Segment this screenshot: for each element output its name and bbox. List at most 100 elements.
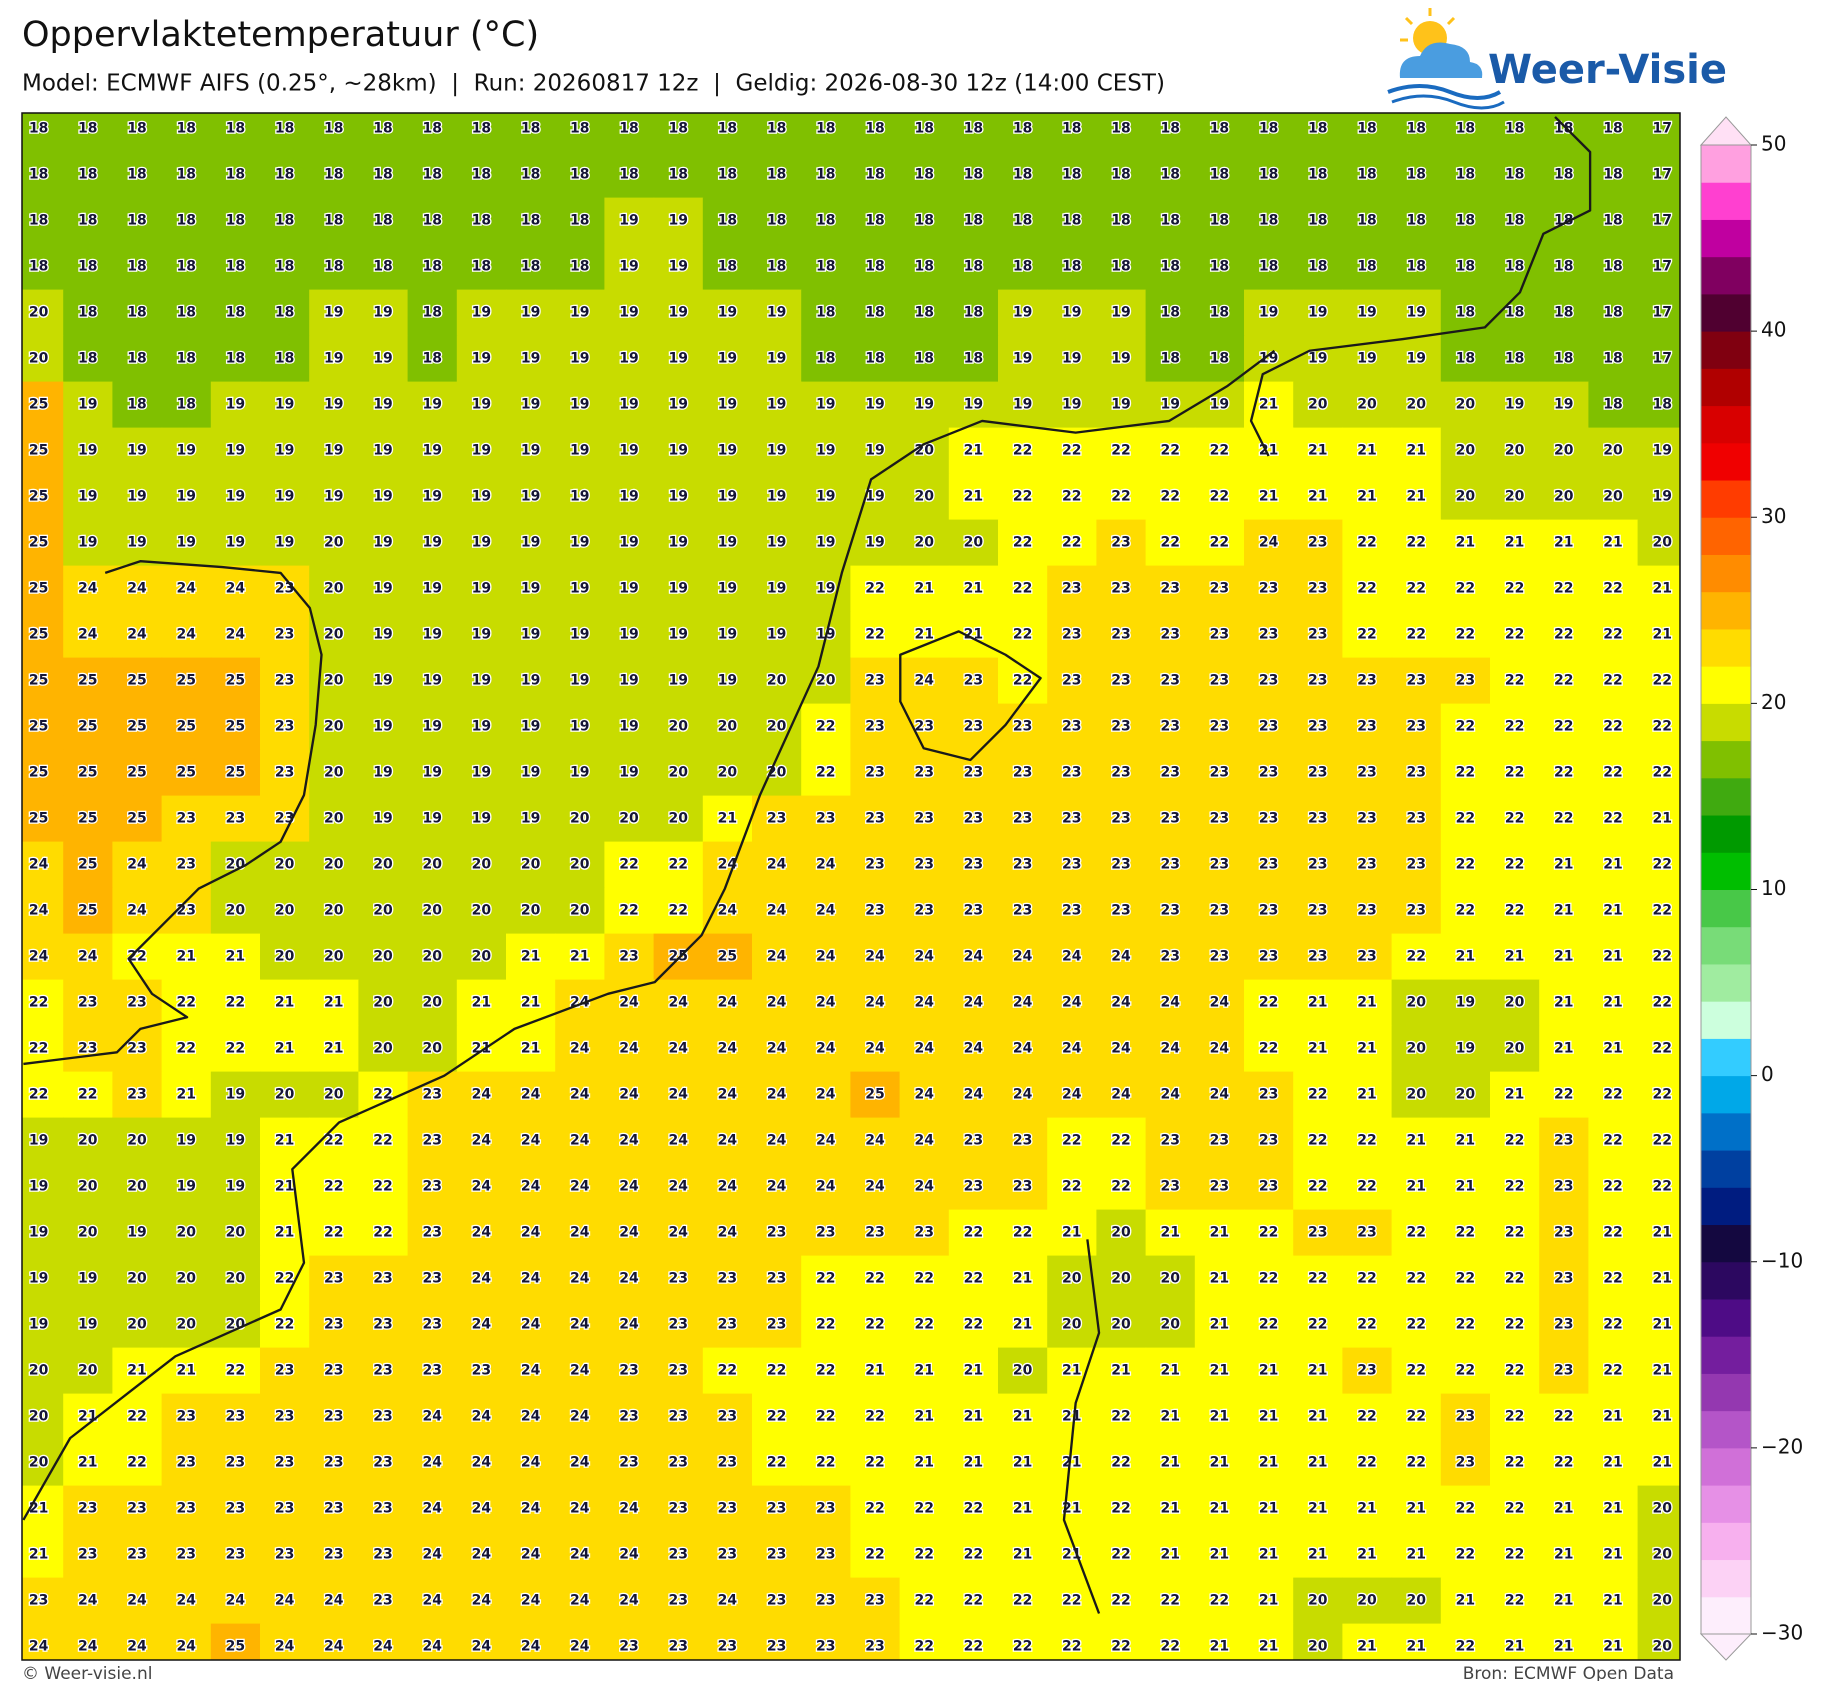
temperature-cell bbox=[702, 289, 753, 337]
temperature-cell bbox=[1637, 565, 1680, 613]
temperature-cell bbox=[456, 197, 507, 245]
temperature-label: 24 bbox=[521, 1179, 541, 1195]
temperature-label: 22 bbox=[1406, 1455, 1425, 1471]
temperature-label: 23 bbox=[767, 1501, 786, 1517]
temperature-label: 21 bbox=[29, 1547, 48, 1563]
temperature-label: 19 bbox=[472, 673, 491, 689]
temperature-label: 22 bbox=[964, 1593, 983, 1609]
temperature-cell bbox=[752, 1439, 802, 1487]
temperature-label: 19 bbox=[668, 443, 687, 459]
temperature-label: 21 bbox=[1554, 1593, 1573, 1609]
temperature-cell bbox=[1391, 1577, 1442, 1625]
temperature-cell bbox=[1391, 979, 1442, 1027]
temperature-cell bbox=[752, 841, 802, 889]
temperature-label: 22 bbox=[1603, 581, 1622, 597]
temperature-cell bbox=[948, 335, 999, 383]
temperature-label: 19 bbox=[1013, 397, 1032, 413]
temperature-cell bbox=[210, 197, 261, 245]
temperature-cell bbox=[1588, 1439, 1639, 1487]
temperature-label: 23 bbox=[767, 1271, 786, 1287]
temperature-cell bbox=[1440, 1439, 1491, 1487]
temperature-cell bbox=[1391, 795, 1442, 843]
temperature-cell bbox=[1145, 887, 1196, 935]
temperature-label: 25 bbox=[226, 1639, 245, 1655]
temperature-label: 21 bbox=[1160, 1363, 1179, 1379]
temperature-cell bbox=[1391, 1393, 1442, 1441]
temperature-cell bbox=[161, 1163, 212, 1211]
temperature-label: 23 bbox=[1357, 673, 1376, 689]
temperature-label: 23 bbox=[275, 1501, 294, 1517]
temperature-label: 18 bbox=[127, 305, 146, 321]
temperature-label: 24 bbox=[1160, 1041, 1180, 1057]
temperature-label: 24 bbox=[570, 1087, 590, 1103]
temperature-label: 21 bbox=[914, 1363, 933, 1379]
temperature-label: 23 bbox=[865, 1639, 884, 1655]
temperature-label: 23 bbox=[176, 1409, 195, 1425]
temperature-label: 23 bbox=[1111, 627, 1130, 643]
temperature-label: 23 bbox=[1456, 1455, 1475, 1471]
temperature-label: 18 bbox=[226, 351, 245, 367]
temperature-label: 18 bbox=[1603, 351, 1622, 367]
temperature-cell bbox=[1244, 749, 1294, 797]
temperature-cell bbox=[407, 703, 458, 751]
temperature-label: 21 bbox=[1259, 1593, 1278, 1609]
temperature-cell bbox=[210, 1209, 261, 1257]
temperature-cell bbox=[899, 657, 950, 705]
temperature-label: 17 bbox=[1652, 305, 1671, 321]
temperature-cell bbox=[260, 1393, 310, 1441]
temperature-cell bbox=[1342, 1301, 1393, 1349]
temperature-label: 25 bbox=[29, 765, 48, 781]
temperature-cell bbox=[1244, 113, 1294, 153]
temperature-cell bbox=[850, 1025, 901, 1073]
temperature-label: 22 bbox=[668, 857, 687, 873]
temperature-label: 21 bbox=[1357, 489, 1376, 505]
temperature-label: 22 bbox=[1357, 535, 1376, 551]
temperature-label: 18 bbox=[816, 213, 835, 229]
temperature-cell bbox=[22, 611, 64, 659]
temperature-cell bbox=[948, 519, 999, 567]
temperature-label: 20 bbox=[1308, 397, 1328, 413]
temperature-cell bbox=[1539, 1301, 1589, 1349]
temperature-cell bbox=[22, 565, 64, 613]
temperature-label: 22 bbox=[324, 1133, 343, 1149]
temperature-label: 23 bbox=[1062, 581, 1081, 597]
temperature-label: 24 bbox=[767, 857, 787, 873]
temperature-label: 24 bbox=[619, 1041, 639, 1057]
temperature-cell bbox=[112, 289, 163, 337]
temperature-cell bbox=[1490, 657, 1540, 705]
temperature-cell bbox=[653, 519, 704, 567]
temperature-cell bbox=[801, 1531, 851, 1579]
temperature-label: 20 bbox=[914, 535, 934, 551]
temperature-cell bbox=[752, 381, 802, 429]
temperature-label: 19 bbox=[668, 535, 687, 551]
temperature-label: 21 bbox=[914, 581, 933, 597]
temperature-label: 19 bbox=[324, 397, 343, 413]
temperature-cell bbox=[260, 519, 310, 567]
temperature-label: 24 bbox=[619, 1133, 639, 1149]
temperature-cell bbox=[1588, 519, 1639, 567]
temperature-label: 22 bbox=[1406, 535, 1425, 551]
temperature-label: 23 bbox=[718, 1501, 737, 1517]
temperature-label: 19 bbox=[324, 305, 343, 321]
colorbar-segment bbox=[1701, 1112, 1751, 1151]
temperature-cell bbox=[752, 1531, 802, 1579]
temperature-label: 24 bbox=[718, 1041, 738, 1057]
temperature-cell bbox=[456, 1071, 507, 1119]
temperature-label: 21 bbox=[1062, 1363, 1081, 1379]
temperature-cell bbox=[309, 289, 359, 337]
temperature-label: 24 bbox=[521, 1087, 541, 1103]
temperature-label: 18 bbox=[422, 167, 441, 183]
temperature-cell bbox=[555, 1577, 605, 1625]
temperature-cell bbox=[1539, 611, 1589, 659]
title: Oppervlaktetemperatuur (°C) bbox=[22, 15, 539, 55]
temperature-cell bbox=[63, 519, 113, 567]
temperature-label: 18 bbox=[226, 167, 245, 183]
temperature-label: 24 bbox=[816, 857, 836, 873]
temperature-cell bbox=[1440, 473, 1491, 521]
temperature-label: 24 bbox=[422, 1639, 442, 1655]
temperature-cell bbox=[22, 1255, 64, 1303]
temperature-label: 19 bbox=[1357, 351, 1376, 367]
temperature-cell bbox=[555, 197, 605, 245]
temperature-cell bbox=[604, 611, 655, 659]
temperature-label: 24 bbox=[29, 857, 49, 873]
